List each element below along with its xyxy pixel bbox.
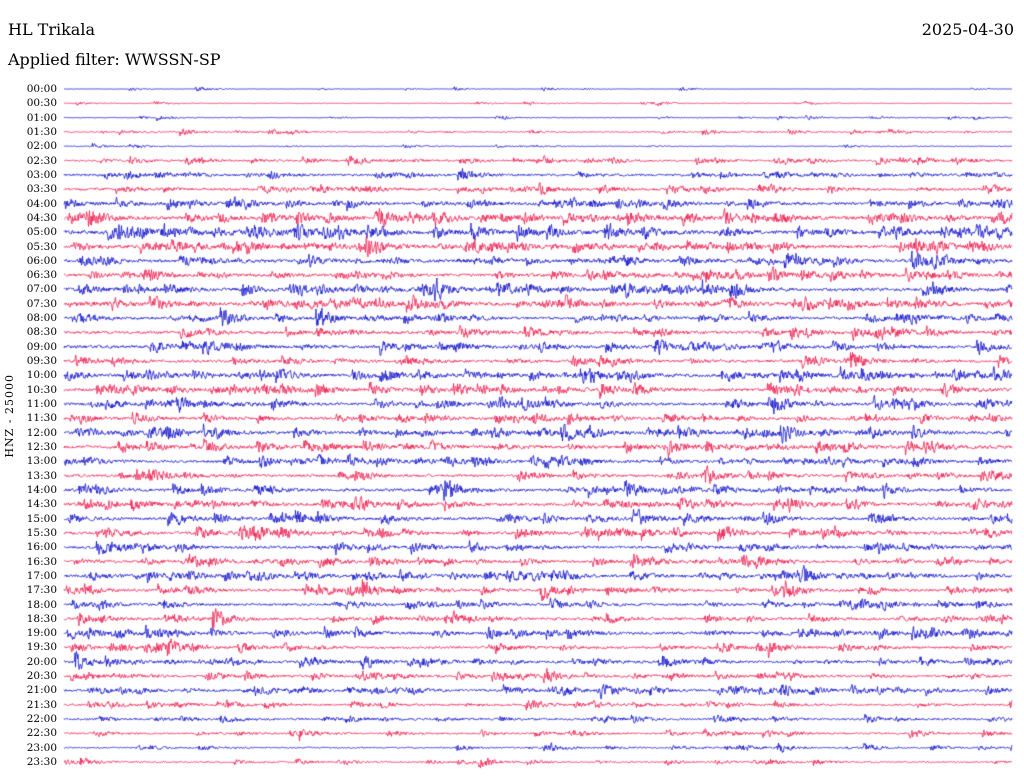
time-label: 05:00 xyxy=(26,226,57,239)
time-label: 22:30 xyxy=(26,727,57,740)
time-label: 09:30 xyxy=(26,355,57,368)
time-label: 01:00 xyxy=(26,111,57,124)
time-label: 06:30 xyxy=(26,269,57,282)
time-axis: 00:00 00:30 01:00 01:30 02:00 02:30 03:00 03:30… xyxy=(0,0,59,780)
time-label: 10:30 xyxy=(26,383,57,396)
time-label: 04:30 xyxy=(26,211,57,224)
time-label: 03:00 xyxy=(26,168,57,181)
time-label: 08:30 xyxy=(26,326,57,339)
time-label: 14:30 xyxy=(26,498,57,511)
time-label: 12:00 xyxy=(26,426,57,439)
time-label: 17:30 xyxy=(26,584,57,597)
time-label: 00:00 xyxy=(26,83,57,95)
time-label: 21:30 xyxy=(26,698,57,711)
time-label: 16:00 xyxy=(26,541,57,554)
time-label: 09:00 xyxy=(26,340,57,353)
time-label: 12:30 xyxy=(26,441,57,453)
time-label: 17:00 xyxy=(26,569,57,582)
time-label: 15:00 xyxy=(26,512,57,525)
time-label: 23:00 xyxy=(26,741,57,754)
time-label: 05:30 xyxy=(26,240,57,253)
time-label: 22:00 xyxy=(26,713,57,726)
record-date: 2025-04-30 xyxy=(921,20,1014,39)
time-label: 07:00 xyxy=(26,283,57,296)
time-label: 18:00 xyxy=(26,598,57,611)
time-label: 02:00 xyxy=(26,140,57,153)
time-label: 02:30 xyxy=(26,154,57,167)
time-label: 14:00 xyxy=(26,483,57,496)
time-label: 13:00 xyxy=(26,455,57,468)
filter-label: Applied filter: WWSSN-SP xyxy=(8,50,221,69)
time-label: 19:00 xyxy=(26,627,57,640)
time-label: 18:30 xyxy=(26,612,57,625)
time-label: 10:00 xyxy=(26,369,57,382)
time-label: 15:30 xyxy=(26,526,57,539)
time-label: 13:30 xyxy=(26,469,57,482)
time-label: 20:30 xyxy=(26,670,57,683)
time-label: 07:30 xyxy=(26,297,57,310)
time-label: 06:00 xyxy=(26,254,57,267)
time-label: 23:30 xyxy=(26,756,57,769)
time-label: 19:30 xyxy=(26,641,57,654)
time-label: 03:30 xyxy=(26,183,57,196)
time-label: 08:00 xyxy=(26,312,57,325)
time-label: 20:00 xyxy=(26,655,57,668)
time-label: 00:30 xyxy=(26,97,57,110)
station-name: HL Trikala xyxy=(8,20,95,39)
time-label: 04:00 xyxy=(26,197,57,210)
time-label: 11:30 xyxy=(26,412,57,425)
time-label: 01:30 xyxy=(26,125,57,138)
time-label: 16:30 xyxy=(26,555,57,568)
time-label: 21:00 xyxy=(26,684,57,697)
time-label: 11:00 xyxy=(26,398,57,411)
